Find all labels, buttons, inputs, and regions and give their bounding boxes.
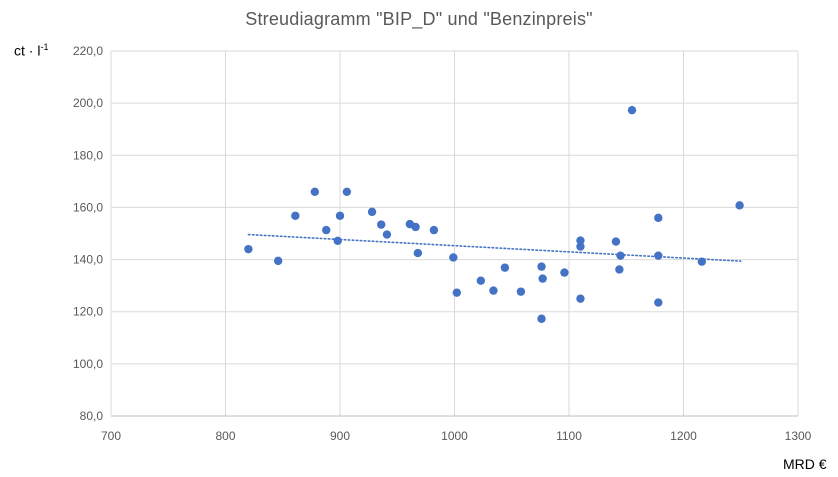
scatter-point bbox=[654, 298, 663, 307]
x-tick-label: 1300 bbox=[785, 429, 812, 443]
x-tick-label: 800 bbox=[215, 429, 235, 443]
scatter-point bbox=[452, 288, 461, 297]
scatter-point bbox=[291, 211, 300, 220]
scatter-point bbox=[310, 187, 320, 196]
trendline bbox=[247, 233, 742, 262]
scatter-point bbox=[538, 274, 547, 283]
scatter-point bbox=[576, 236, 585, 245]
y-tick-label: 180,0 bbox=[73, 148, 103, 162]
scatter-point bbox=[537, 262, 546, 271]
x-tick-label: 1200 bbox=[670, 429, 697, 443]
scatter-point bbox=[500, 263, 510, 272]
tick-labels: 80,0 100,0 120,0 140,0 160,0 180,0 200,0 220,0 7… bbox=[73, 44, 812, 443]
data-points bbox=[244, 105, 744, 323]
scatter-point bbox=[735, 201, 744, 210]
x-tick-label: 700 bbox=[101, 429, 121, 443]
scatter-point bbox=[377, 220, 386, 229]
scatter-point bbox=[476, 276, 486, 285]
scatter-point bbox=[560, 268, 569, 277]
scatter-point bbox=[382, 230, 392, 239]
y-tick-label: 160,0 bbox=[73, 200, 103, 214]
scatter-point bbox=[654, 251, 663, 260]
scatter-point bbox=[322, 225, 331, 235]
scatter-point bbox=[576, 242, 585, 251]
scatter-point bbox=[616, 251, 625, 260]
y-tick-label: 140,0 bbox=[73, 253, 103, 267]
scatter-point bbox=[615, 265, 624, 274]
scatter-point bbox=[413, 248, 423, 258]
grid-lines bbox=[111, 50, 799, 416]
scatter-point bbox=[697, 257, 707, 266]
scatter-point bbox=[516, 287, 526, 296]
y-tick-label: 220,0 bbox=[73, 44, 103, 58]
scatter-point bbox=[333, 236, 342, 245]
scatter-point bbox=[537, 314, 546, 323]
chart-title: Streudiagramm "BIP_D" und "Benzinpreis" bbox=[245, 9, 593, 29]
scatter-point bbox=[611, 237, 621, 246]
scatter-point bbox=[273, 256, 283, 266]
x-tick-label: 1000 bbox=[441, 429, 468, 443]
trendline-layer bbox=[247, 233, 742, 262]
x-tick-label: 900 bbox=[330, 429, 350, 443]
scatter-point bbox=[367, 207, 377, 217]
scatter-point bbox=[342, 187, 352, 196]
axes bbox=[110, 51, 798, 417]
x-axis-unit-label: MRD € bbox=[783, 456, 827, 472]
y-axis-unit-exponent: -1 bbox=[40, 42, 49, 52]
y-tick-label: 80,0 bbox=[80, 409, 104, 423]
scatter-point bbox=[411, 222, 420, 232]
scatter-point bbox=[429, 225, 439, 235]
x-tick-label: 1100 bbox=[556, 429, 582, 443]
scatter-point bbox=[627, 105, 637, 115]
y-axis-unit-base: ct · l bbox=[14, 42, 41, 59]
scatter-point bbox=[244, 244, 253, 254]
scatter-point bbox=[449, 253, 458, 262]
scatter-point bbox=[489, 286, 498, 295]
scatter-point bbox=[576, 294, 585, 303]
y-tick-label: 120,0 bbox=[73, 305, 103, 319]
y-tick-label: 200,0 bbox=[73, 96, 103, 110]
scatter-point bbox=[654, 213, 663, 223]
y-tick-label: 100,0 bbox=[73, 357, 103, 371]
scatter-point bbox=[335, 211, 345, 220]
y-axis-unit-label: ct · l-1 bbox=[14, 42, 48, 59]
